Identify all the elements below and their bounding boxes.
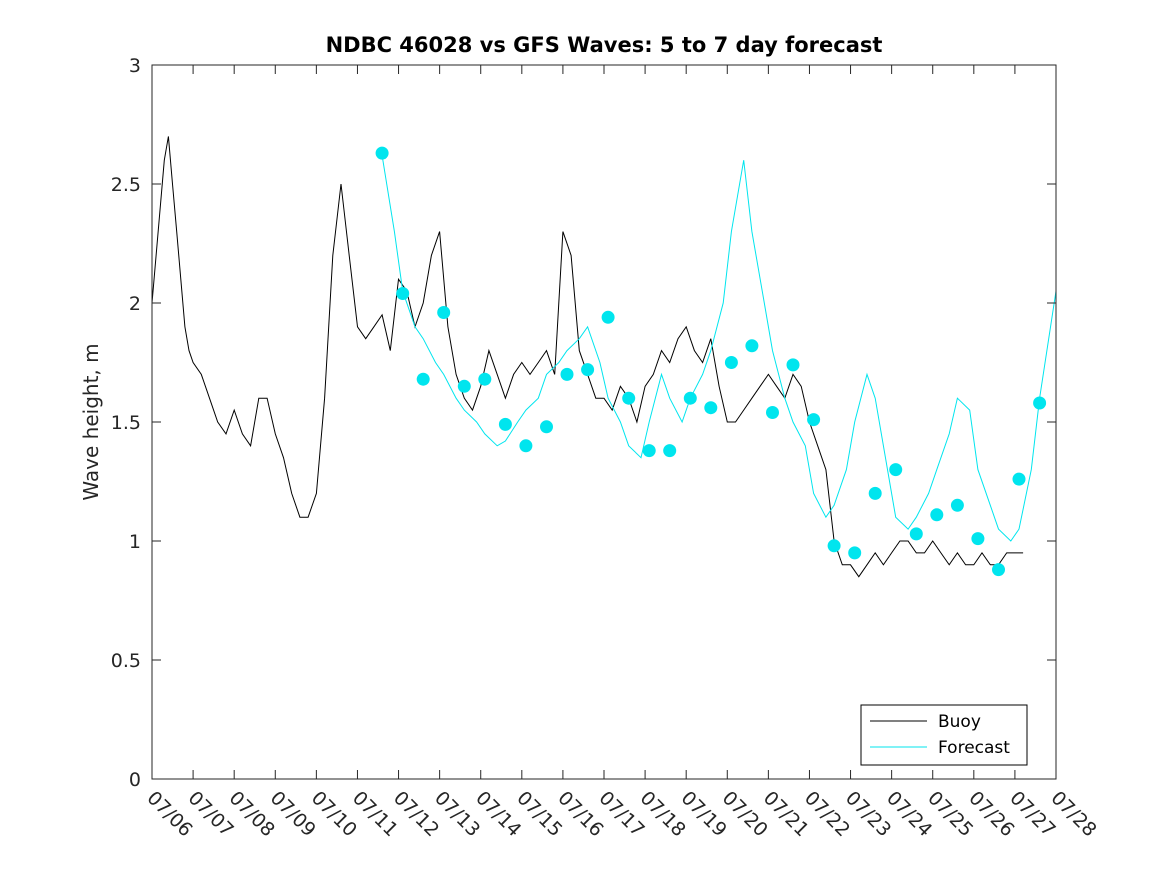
y-tick-label: 1 bbox=[129, 531, 141, 553]
forecast-point bbox=[642, 444, 656, 458]
forecast-point bbox=[375, 146, 389, 160]
y-tick-label: 2 bbox=[129, 293, 141, 315]
forecast-point bbox=[457, 379, 471, 393]
forecast-series-line bbox=[381, 155, 1057, 542]
forecast-point bbox=[396, 287, 410, 300]
forecast-point bbox=[766, 406, 779, 419]
legend-forecast-label: Forecast bbox=[938, 738, 1010, 758]
forecast-point bbox=[478, 372, 492, 386]
forecast-point bbox=[498, 417, 512, 431]
forecast-point bbox=[581, 363, 595, 377]
legend-box bbox=[860, 704, 1028, 766]
forecast-point bbox=[868, 486, 882, 500]
plot-background bbox=[152, 65, 1056, 779]
forecast-point bbox=[560, 367, 574, 381]
forecast-point bbox=[930, 508, 944, 522]
forecast-point bbox=[807, 413, 821, 427]
legend: Buoy Forecast bbox=[860, 704, 1028, 766]
forecast-point bbox=[1012, 472, 1026, 486]
y-tick-label: 0 bbox=[129, 769, 141, 791]
forecast-point bbox=[950, 498, 964, 512]
y-tick-label: 0.5 bbox=[111, 650, 141, 672]
forecast-point bbox=[786, 358, 800, 372]
forecast-point bbox=[416, 372, 430, 386]
forecast-point bbox=[540, 420, 553, 434]
buoy-series-line bbox=[151, 136, 1024, 578]
forecast-point bbox=[745, 339, 759, 353]
forecast-point bbox=[704, 401, 718, 415]
forecast-point bbox=[724, 356, 738, 369]
forecast-point bbox=[909, 527, 923, 541]
forecast-point bbox=[437, 306, 451, 319]
forecast-point bbox=[889, 463, 903, 477]
plot-area bbox=[151, 65, 1057, 779]
forecast-point bbox=[663, 444, 677, 458]
y-tick-label: 1.5 bbox=[111, 412, 141, 434]
legend-buoy-label: Buoy bbox=[938, 712, 981, 732]
y-axis-label: Wave height, m bbox=[79, 343, 103, 500]
y-tick-label: 3 bbox=[129, 55, 141, 77]
forecast-point bbox=[683, 391, 697, 405]
forecast-point bbox=[848, 546, 862, 560]
forecast-point bbox=[519, 439, 533, 453]
chart-title: NDBC 46028 vs GFS Waves: 5 to 7 day fore… bbox=[326, 33, 883, 57]
forecast-point bbox=[1033, 396, 1047, 410]
forecast-point bbox=[992, 563, 1005, 577]
forecast-point bbox=[601, 310, 615, 324]
forecast-point bbox=[971, 532, 985, 546]
forecast-point bbox=[622, 391, 636, 405]
forecast-point bbox=[827, 539, 841, 553]
y-tick-label: 2.5 bbox=[111, 174, 141, 196]
